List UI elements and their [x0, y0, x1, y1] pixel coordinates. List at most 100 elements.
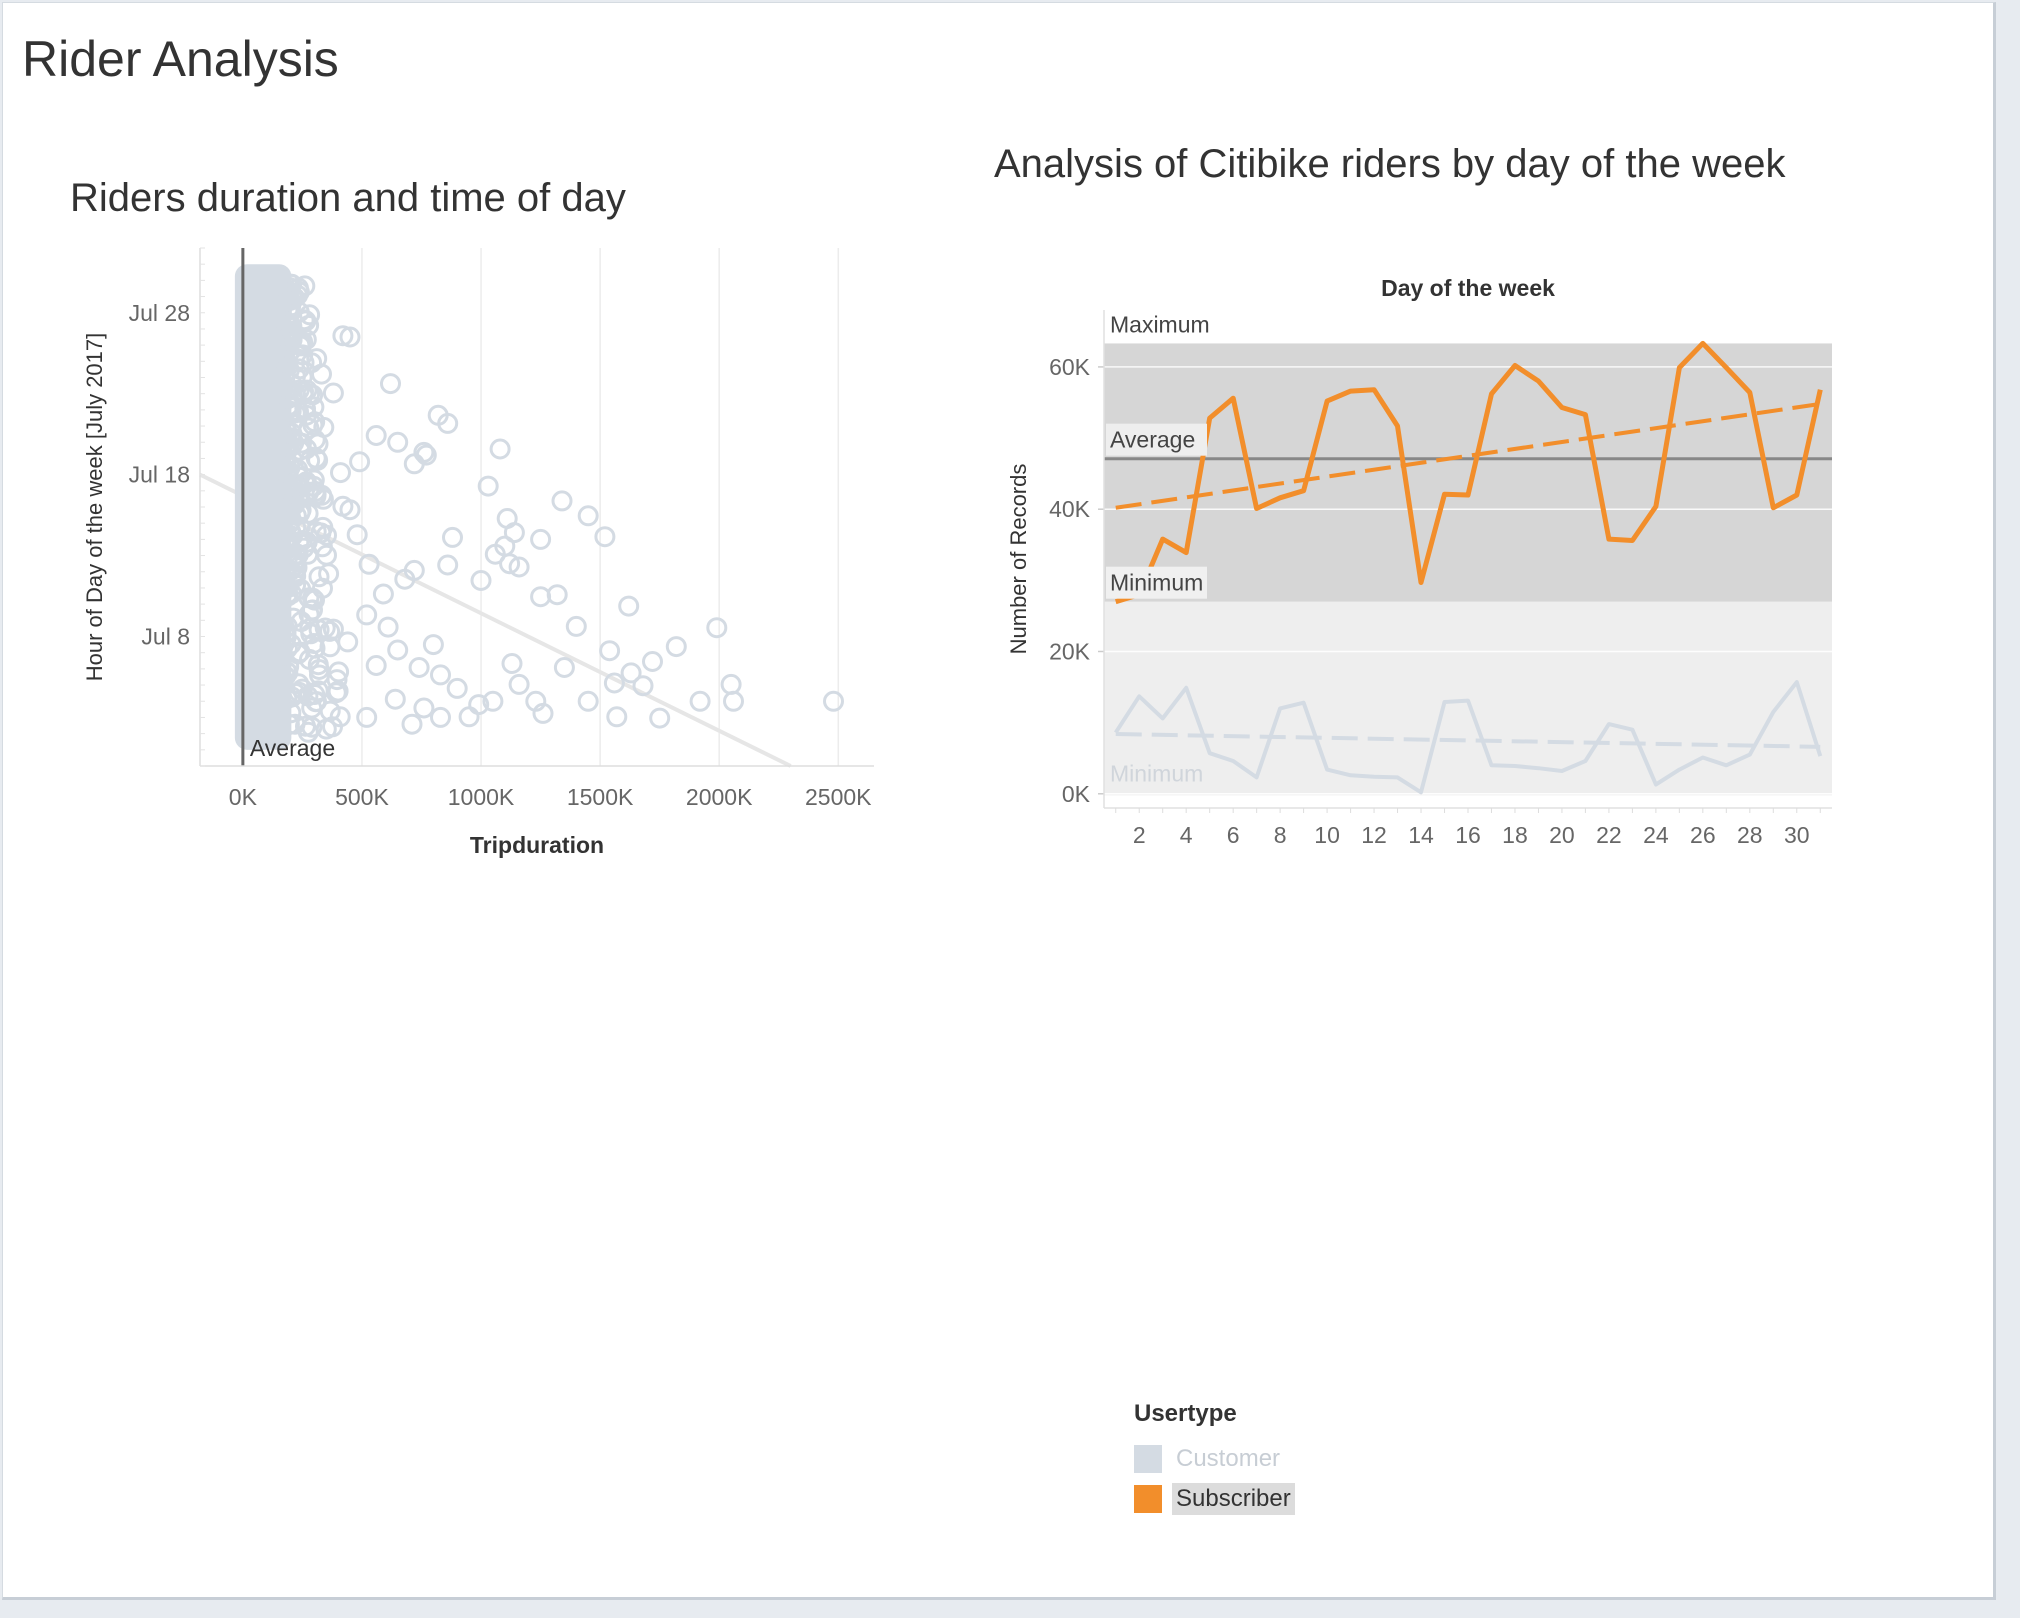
dashboard-title: Rider Analysis — [22, 31, 339, 87]
scatter-band-point — [279, 560, 301, 582]
scatter-point — [322, 618, 344, 640]
scatter-point — [301, 599, 323, 621]
scatter-point — [356, 604, 378, 626]
scatter-y-tick-label: Jul 28 — [129, 300, 190, 326]
scatter-point — [403, 453, 425, 475]
scatter-point — [468, 694, 490, 716]
scatter-band-point — [306, 691, 327, 712]
scatter-band-point — [276, 661, 298, 683]
scatter-x-tick-label: 1500K — [567, 784, 634, 810]
scatter-point — [530, 528, 552, 550]
scatter-band-point — [275, 500, 297, 521]
scatter-point — [620, 662, 642, 684]
scatter-point — [470, 570, 492, 591]
scatter-point — [365, 425, 387, 446]
scatter-point — [387, 431, 409, 453]
scatter-point — [508, 673, 530, 695]
scatter-point — [408, 657, 430, 678]
legend-label-customer: Customer — [1176, 1445, 1281, 1472]
scatter-point — [546, 584, 568, 606]
scatter-point — [458, 706, 480, 728]
scatter-point — [723, 690, 744, 712]
scatter-point — [303, 469, 325, 491]
scatter-point — [553, 657, 575, 678]
scatter-point — [632, 675, 654, 697]
scatter-point — [642, 651, 663, 672]
scatter-point — [565, 615, 587, 637]
scatter-point — [308, 659, 330, 680]
scatter-point — [489, 438, 511, 460]
scatter-point — [327, 680, 349, 702]
scatter-band-point — [314, 617, 336, 639]
scatter-band-point — [293, 352, 315, 373]
scatter-point — [665, 636, 687, 658]
usertype-legend[interactable]: Usertype Customer Subscriber — [1134, 1400, 1295, 1520]
scatter-point — [577, 505, 599, 527]
scatter-point — [494, 535, 516, 557]
scatter-gridlines — [199, 248, 840, 768]
scatter-point — [413, 697, 435, 719]
scatter-band-point — [282, 607, 304, 629]
scatter-band-point — [280, 702, 302, 724]
scatter-x-tick-label: 1000K — [448, 784, 515, 810]
scatter-point — [618, 595, 640, 617]
scatter-point — [503, 522, 525, 544]
scatter-point — [365, 655, 387, 676]
scatter-point — [577, 690, 599, 712]
scatter-band-point — [305, 485, 327, 507]
scatter-point — [380, 373, 401, 395]
legend-swatch-subscriber — [1134, 1485, 1162, 1513]
scatter-dense-band — [234, 264, 351, 750]
scatter-band-point — [295, 471, 317, 493]
scatter-point — [706, 617, 728, 639]
scatter-point — [284, 566, 306, 588]
scatter-band-point — [308, 566, 330, 588]
scatter-point — [311, 363, 332, 385]
scatter-chart-title: Riders duration and time of day — [70, 176, 626, 220]
scatter-average-label: Average — [250, 735, 335, 761]
line-chart-title: Analysis of Citibike riders by day of th… — [994, 142, 1786, 186]
scatter-reference-line: Average — [241, 248, 335, 766]
scatter-point — [339, 326, 361, 348]
scatter-axes: 0K 500K 1000K 1500K 2000K 2500K Jul 8 Jul 18 Jul… — [82, 247, 874, 858]
scatter-band-point — [277, 585, 299, 607]
scatter-point — [296, 531, 318, 553]
scatter-point — [720, 673, 742, 695]
scatter-point — [387, 639, 409, 661]
scatter-point — [289, 641, 311, 663]
scatter-point — [482, 690, 504, 712]
scatter-y-tick-label: Jul 18 — [129, 462, 190, 488]
scatter-point — [446, 677, 468, 699]
scatter-band-point — [301, 716, 323, 738]
scatter-band-point — [288, 673, 310, 695]
scatter-point — [430, 664, 451, 686]
scatter-points — [284, 284, 844, 735]
legend-item-customer[interactable]: Customer — [1134, 1440, 1295, 1478]
scatter-point — [332, 495, 354, 517]
legend-label-subscriber: Subscriber — [1172, 1483, 1295, 1515]
legend-item-subscriber[interactable]: Subscriber — [1134, 1480, 1295, 1518]
scatter-point — [356, 706, 378, 728]
scatter-point — [594, 526, 616, 548]
scatter-point — [349, 451, 371, 473]
scatter-band-point — [275, 522, 297, 544]
scatter-band-point — [281, 315, 303, 337]
scatter-point — [551, 490, 573, 512]
scatter-point — [377, 616, 399, 638]
scatter-point — [330, 462, 351, 484]
scatter-band-point — [275, 626, 297, 648]
scatter-point — [372, 583, 394, 605]
scatter-x-tick-label: 0K — [229, 784, 258, 810]
scatter-point — [532, 702, 554, 724]
scatter-y-axis-label: Hour of Day of the week [July 2017] — [82, 333, 107, 682]
scatter-band-point — [312, 516, 334, 538]
scatter-x-tick-label: 500K — [335, 784, 389, 810]
scatter-point — [823, 690, 844, 712]
scatter-point — [358, 553, 380, 575]
scatter-point — [401, 713, 423, 735]
scatter-band-point — [302, 587, 323, 609]
scatter-point — [337, 631, 359, 653]
scatter-point — [501, 653, 523, 674]
scatter-band-point — [279, 513, 300, 534]
